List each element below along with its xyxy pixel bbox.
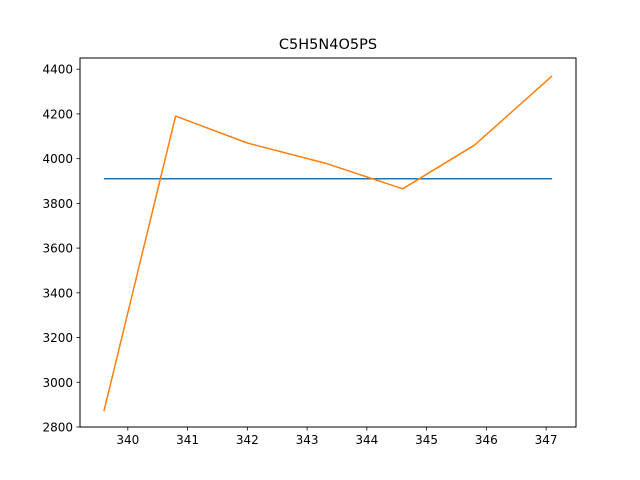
y-tick-label: 3000 — [42, 376, 73, 390]
x-tick-label: 343 — [296, 433, 319, 447]
x-tick-label: 340 — [116, 433, 139, 447]
x-tick-label: 344 — [355, 433, 378, 447]
series-layer — [103, 75, 553, 412]
series-2-line — [103, 75, 553, 412]
plot-area-frame — [79, 57, 577, 428]
y-tick-label: 4000 — [42, 152, 73, 166]
x-tick-label: 345 — [415, 433, 438, 447]
y-axis-ticks: 2800 3000 3200 3400 3600 3800 4000 4200 4400 — [42, 63, 80, 435]
x-tick-label: 342 — [236, 433, 259, 447]
x-tick-label: 346 — [475, 433, 498, 447]
chart-title: C5H5N4O5PS — [279, 37, 377, 53]
y-tick-label: 3800 — [42, 197, 73, 211]
y-tick-label: 4200 — [42, 107, 73, 121]
y-tick-label: 3600 — [42, 242, 73, 256]
x-tick-label: 341 — [176, 433, 199, 447]
y-tick-label: 2800 — [42, 421, 73, 435]
y-tick-label: 3200 — [42, 331, 73, 345]
y-tick-label: 3400 — [42, 286, 73, 300]
y-tick-label: 4400 — [42, 63, 73, 77]
x-tick-label: 347 — [535, 433, 558, 447]
x-axis-ticks: 340 341 342 343 344 345 346 347 — [116, 427, 558, 447]
